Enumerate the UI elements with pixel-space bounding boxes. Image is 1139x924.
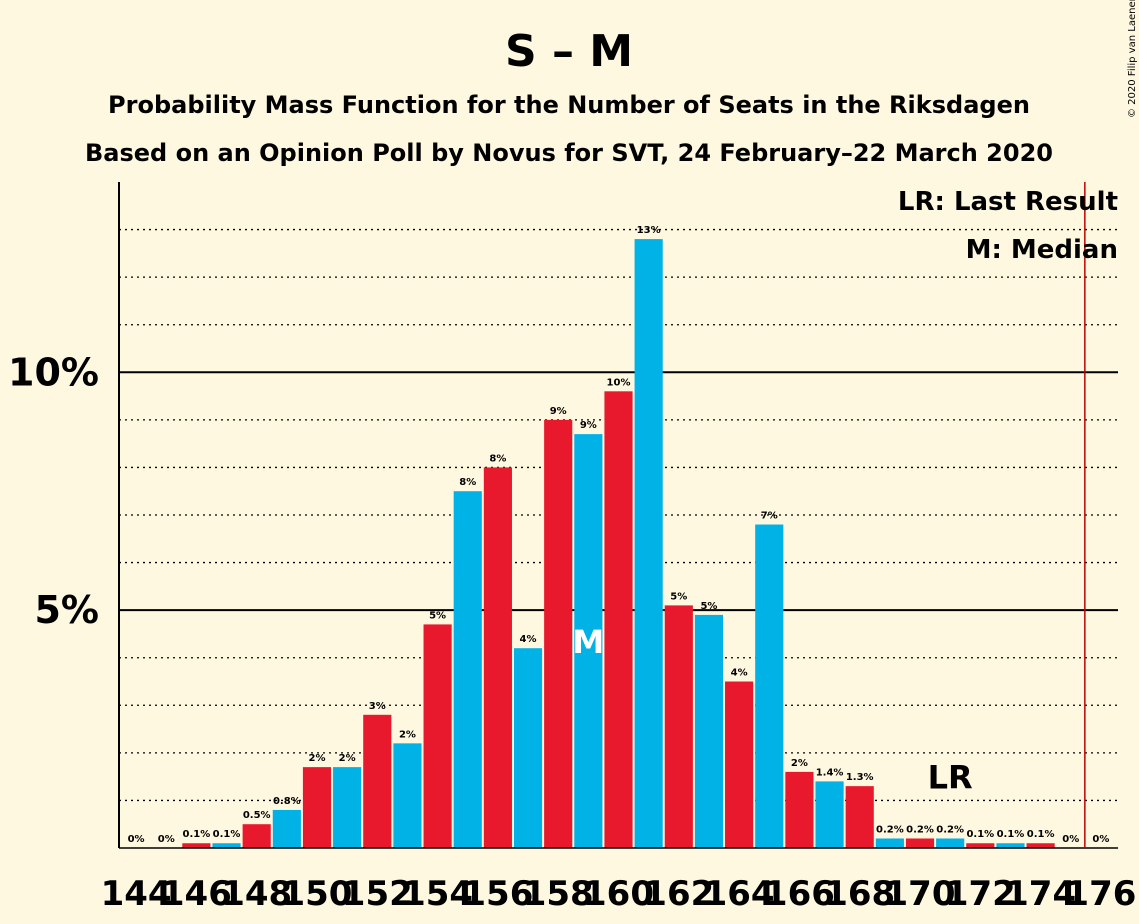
- x-tick-label: 162: [643, 874, 714, 914]
- bar-value-label: 1.3%: [846, 772, 874, 783]
- bar-seat-160: [604, 391, 633, 848]
- x-tick-label: 168: [824, 874, 895, 914]
- bar-value-label: 1.4%: [816, 767, 844, 778]
- bar-value-label: 0.1%: [183, 829, 211, 840]
- bar-value-label: 5%: [700, 601, 717, 612]
- bar-value-label: 13%: [637, 225, 661, 236]
- chart-title: S – M: [505, 26, 633, 77]
- bar-value-label: 0.2%: [936, 824, 964, 835]
- bar-value-label: 7%: [761, 511, 778, 522]
- x-tick-label: 152: [342, 874, 413, 914]
- bar-seat-164: [725, 681, 754, 848]
- bar-seat-151: [333, 767, 362, 848]
- last-result-marker: LR: [928, 758, 973, 796]
- bar-value-label: 10%: [607, 377, 631, 388]
- x-tick-label: 146: [161, 874, 232, 914]
- bar-seat-165: [755, 524, 784, 848]
- bar-seat-156: [483, 467, 512, 848]
- bar-value-label: 4%: [731, 668, 748, 679]
- bar-value-label: 8%: [459, 477, 476, 488]
- bar-seat-158: [544, 419, 573, 848]
- bar-value-label: 2%: [399, 729, 416, 740]
- bar-value-label: 0%: [158, 834, 175, 845]
- bar-seat-173: [996, 843, 1025, 848]
- bar-seat-146: [182, 843, 211, 848]
- bar-seat-152: [363, 714, 392, 848]
- x-tick-label: 160: [583, 874, 654, 914]
- bar-seat-174: [1026, 843, 1055, 848]
- median-marker: M: [572, 623, 604, 661]
- x-tick-labels: 1441461481501521541561581601621641661681…: [101, 874, 1137, 914]
- bar-value-label: 8%: [489, 453, 506, 464]
- x-tick-label: 154: [402, 874, 473, 914]
- bar-seat-149: [272, 809, 301, 848]
- bar-seat-169: [875, 838, 904, 848]
- bar-value-label: 0%: [128, 834, 145, 845]
- bar-value-label: 0.1%: [213, 829, 241, 840]
- legend-last-result: LR: Last Result: [898, 187, 1118, 217]
- x-tick-label: 148: [221, 874, 292, 914]
- bar-value-label: 2%: [791, 758, 808, 769]
- legend-median: M: Median: [966, 235, 1118, 265]
- bar-value-label: 9%: [550, 406, 567, 417]
- x-tick-label: 170: [885, 874, 956, 914]
- bar-value-label: 0.1%: [966, 829, 994, 840]
- bar-seat-171: [936, 838, 965, 848]
- bar-seat-163: [694, 614, 724, 848]
- bar-value-label: 0%: [1062, 834, 1079, 845]
- bar-seat-167: [815, 781, 844, 848]
- bar-seat-153: [393, 743, 422, 848]
- bar-value-label: 0.1%: [1027, 829, 1055, 840]
- x-tick-label: 174: [1005, 874, 1076, 914]
- bar-value-label: 4%: [520, 634, 537, 645]
- chart-subtitle-poll: Based on an Opinion Poll by Novus for SV…: [85, 139, 1053, 167]
- bars: [182, 239, 1055, 849]
- bar-seat-172: [966, 843, 995, 848]
- y-tick-label: 5%: [34, 588, 99, 632]
- bar-seat-157: [513, 648, 543, 848]
- bar-seat-147: [212, 843, 241, 848]
- bar-value-label: 0.2%: [876, 824, 904, 835]
- bar-seat-168: [845, 786, 874, 848]
- bar-seat-170: [905, 838, 935, 848]
- bar-value-label: 5%: [429, 610, 446, 621]
- bar-seat-155: [453, 491, 482, 848]
- x-tick-label: 158: [523, 874, 594, 914]
- bar-seat-150: [302, 767, 332, 848]
- bar-seat-162: [664, 605, 693, 848]
- x-tick-label: 150: [281, 874, 352, 914]
- bar-value-label: 3%: [369, 701, 386, 712]
- bar-seat-148: [242, 824, 271, 848]
- bar-value-label: 0.2%: [906, 824, 934, 835]
- bar-seat-159: [574, 434, 603, 848]
- x-tick-label: 176: [1065, 874, 1136, 914]
- bar-value-label: 0.8%: [273, 796, 301, 807]
- bar-seat-166: [785, 771, 814, 848]
- bar-value-label: 0%: [1092, 834, 1109, 845]
- x-tick-label: 144: [101, 874, 172, 914]
- y-tick-labels: 5% 10%: [8, 350, 99, 632]
- x-tick-label: 172: [945, 874, 1016, 914]
- copyright-note: © 2020 Filip van Laenen: [1127, 0, 1138, 118]
- bar-value-label: 2%: [339, 753, 356, 764]
- bar-value-label: 0.5%: [243, 810, 271, 821]
- y-tick-label: 10%: [8, 350, 99, 394]
- bar-seat-161: [634, 239, 663, 849]
- bar-value-labels: 0% 0% 0.1% 0.1%0.5%0.8%2% 2%3%2%5%8%8%4%9%9%…: [128, 225, 1110, 845]
- bar-value-label: 9%: [580, 420, 597, 431]
- x-tick-label: 164: [704, 874, 775, 914]
- bar-value-label: 2%: [308, 753, 325, 764]
- bar-value-label: 0.1%: [997, 829, 1025, 840]
- chart-subtitle: Probability Mass Function for the Number…: [108, 91, 1030, 119]
- x-tick-label: 156: [462, 874, 533, 914]
- bar-seat-154: [423, 624, 452, 848]
- bar-value-label: 5%: [670, 591, 687, 602]
- x-tick-label: 166: [764, 874, 835, 914]
